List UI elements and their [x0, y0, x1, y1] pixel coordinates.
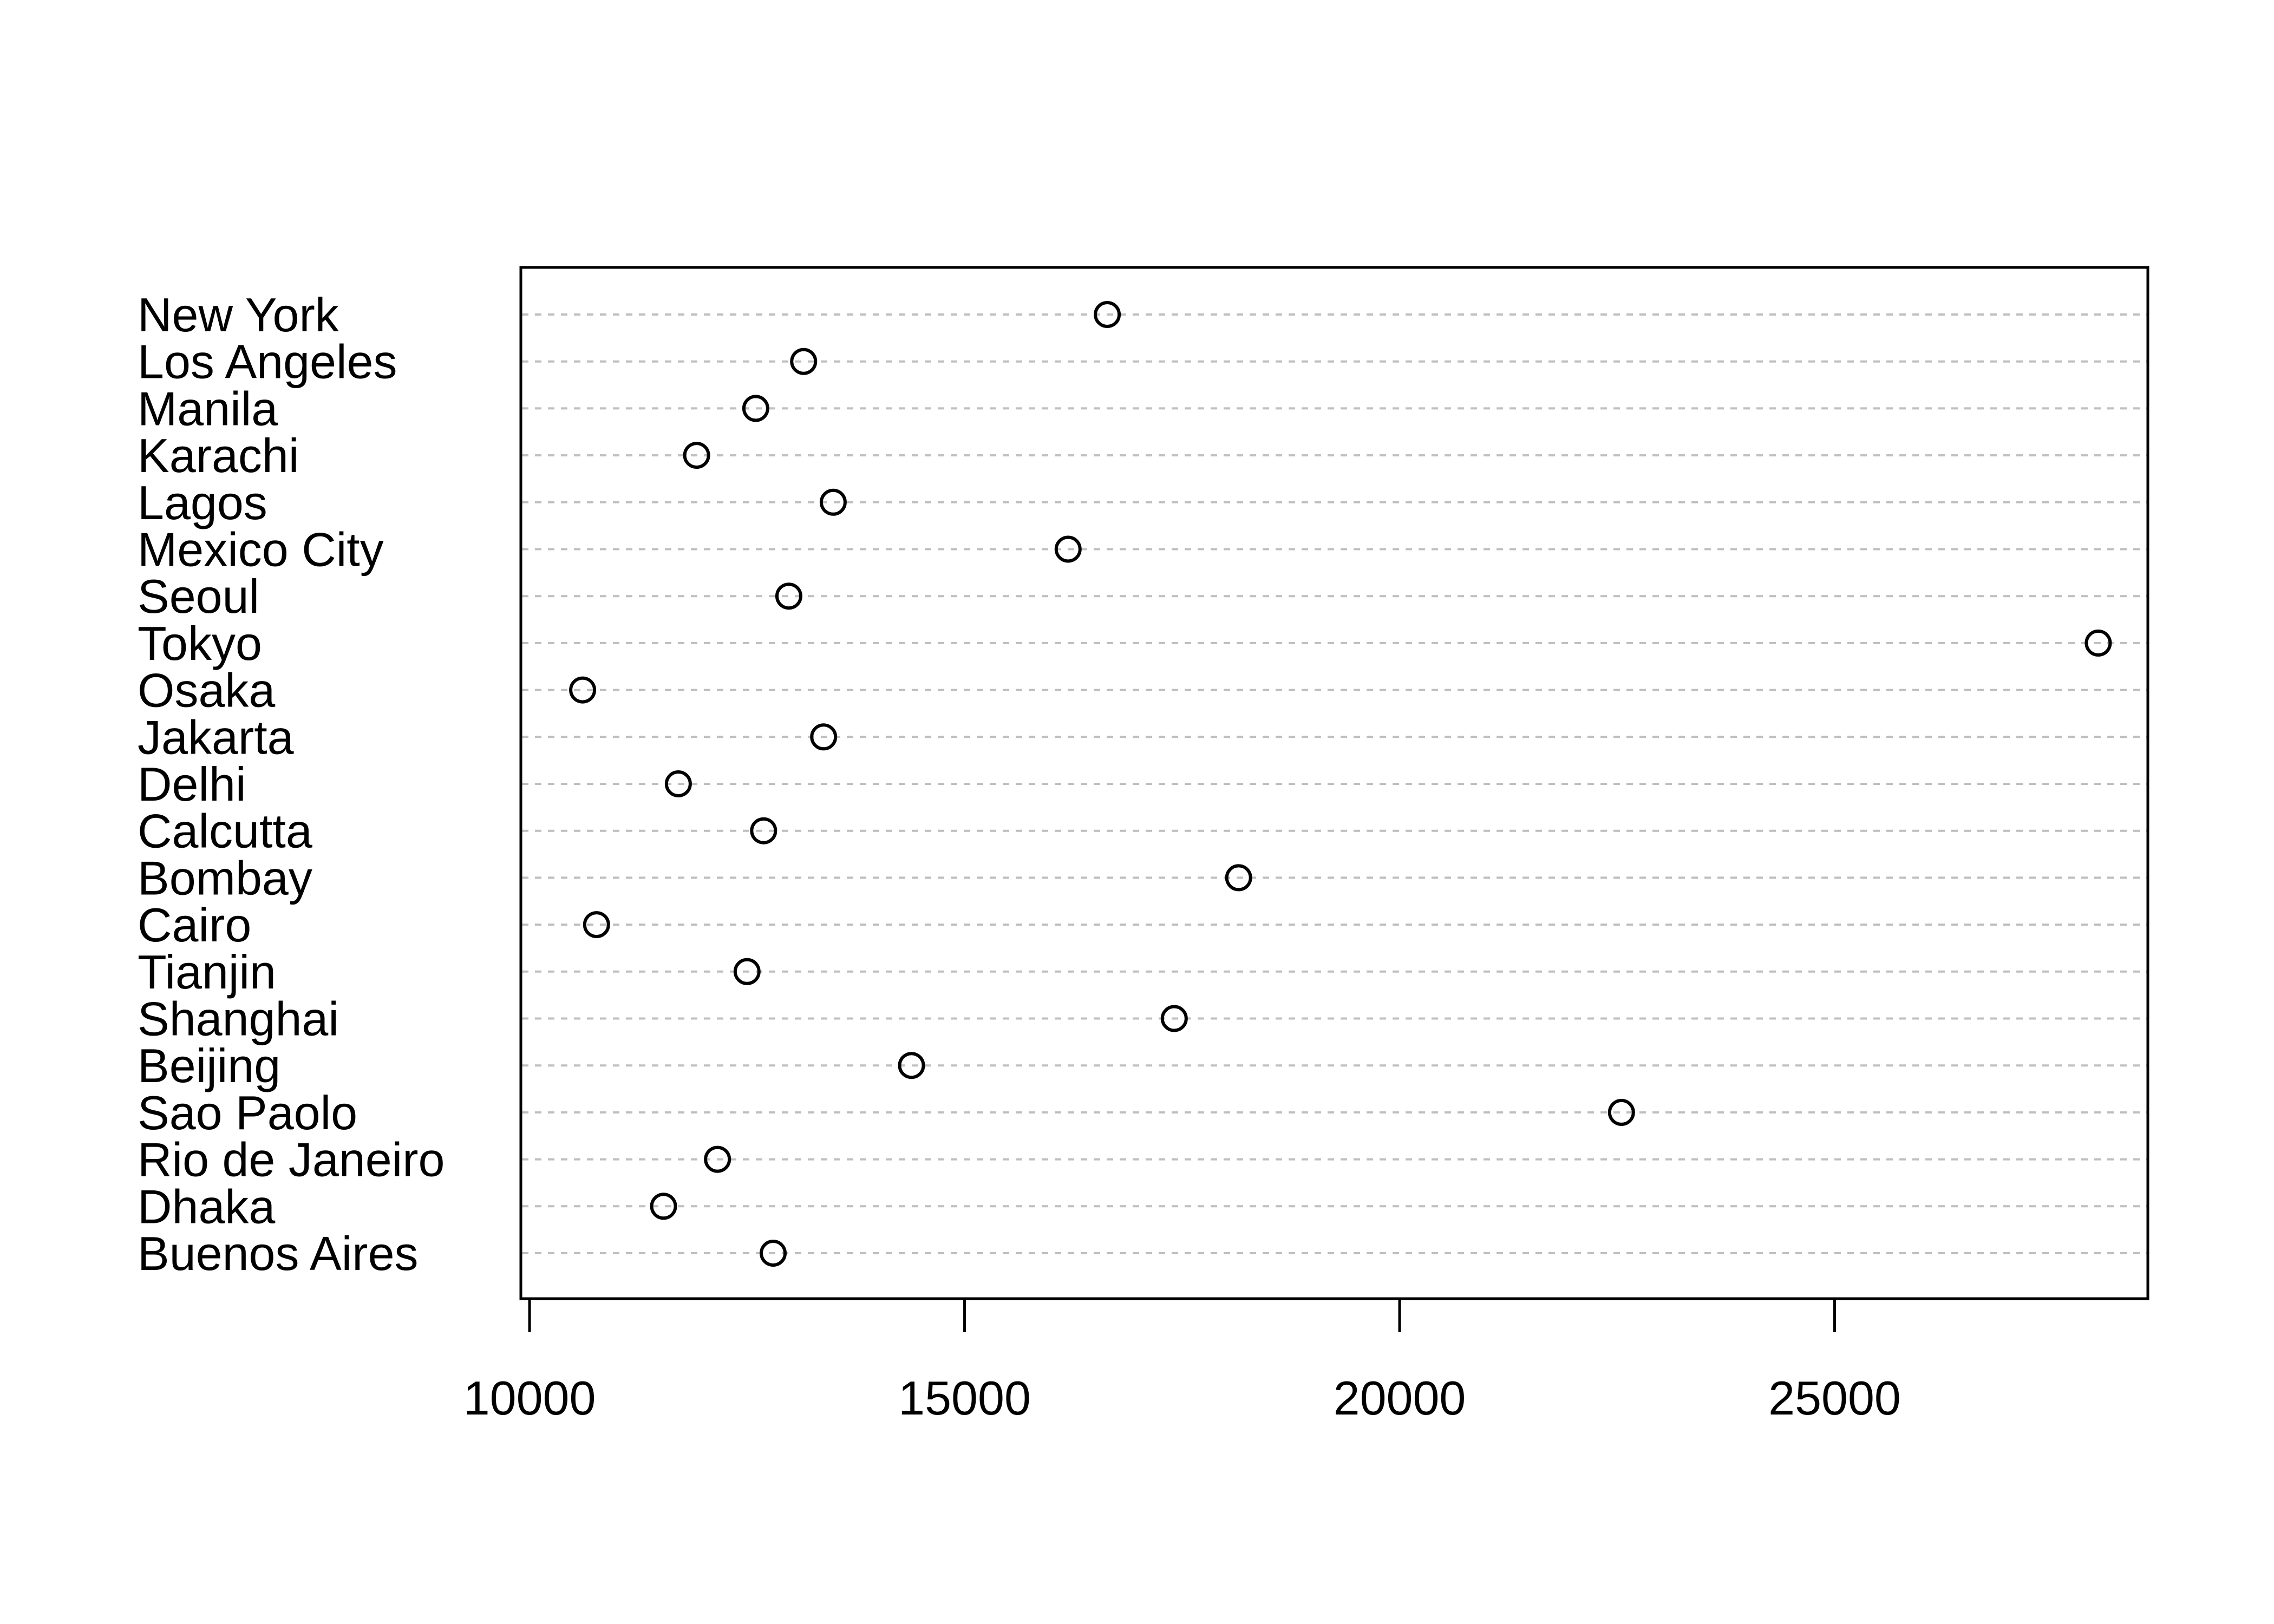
category-label: Cairo	[138, 898, 251, 952]
category-label: Lagos	[138, 476, 267, 529]
category-label: Rio de Janeiro	[138, 1133, 445, 1187]
category-label: Delhi	[138, 757, 246, 811]
x-axis: 10000 15000 20000 25000	[463, 1297, 1901, 1425]
data-point	[742, 395, 769, 422]
data-point	[664, 770, 692, 797]
data-point	[1160, 1005, 1188, 1032]
category-label: Seoul	[138, 569, 259, 623]
data-points	[569, 301, 2112, 1267]
data-point	[683, 442, 710, 469]
data-point	[898, 1052, 925, 1079]
category-label: Calcutta	[138, 804, 312, 858]
category-label: Beijing	[138, 1039, 280, 1092]
category-label: Bombay	[138, 851, 312, 905]
category-label: Shanghai	[138, 992, 339, 1046]
data-point	[1225, 864, 1252, 892]
category-label: Los Angeles	[138, 335, 397, 389]
data-point	[810, 723, 838, 751]
x-tick-label: 20000	[1334, 1371, 1466, 1425]
data-point	[1054, 535, 1082, 563]
category-label: Tianjin	[138, 945, 276, 999]
data-point	[750, 817, 777, 844]
data-point	[775, 582, 802, 610]
data-point	[1608, 1098, 1635, 1126]
data-point	[733, 958, 761, 985]
x-tick-label: 25000	[1768, 1371, 1901, 1425]
category-label: Osaka	[138, 664, 275, 717]
data-point	[2084, 629, 2112, 657]
category-label: New York	[138, 288, 339, 342]
category-label: Dhaka	[138, 1180, 275, 1233]
category-label: Jakarta	[138, 710, 294, 764]
data-point	[650, 1193, 677, 1220]
data-point	[760, 1240, 787, 1267]
guide-lines	[522, 313, 2147, 1254]
category-label: Buenos Aires	[138, 1227, 419, 1280]
x-tick-label: 10000	[463, 1371, 596, 1425]
data-point	[569, 676, 597, 704]
data-point	[819, 488, 847, 516]
category-label: Tokyo	[138, 617, 262, 670]
category-label: Mexico City	[138, 523, 384, 577]
category-label: Karachi	[138, 429, 299, 482]
data-point	[583, 911, 610, 939]
category-label: Sao Paolo	[138, 1086, 357, 1140]
x-tick-label: 15000	[898, 1371, 1031, 1425]
category-label: Manila	[138, 382, 278, 435]
data-point	[790, 348, 818, 375]
data-point	[704, 1145, 731, 1173]
data-point	[1094, 301, 1121, 328]
